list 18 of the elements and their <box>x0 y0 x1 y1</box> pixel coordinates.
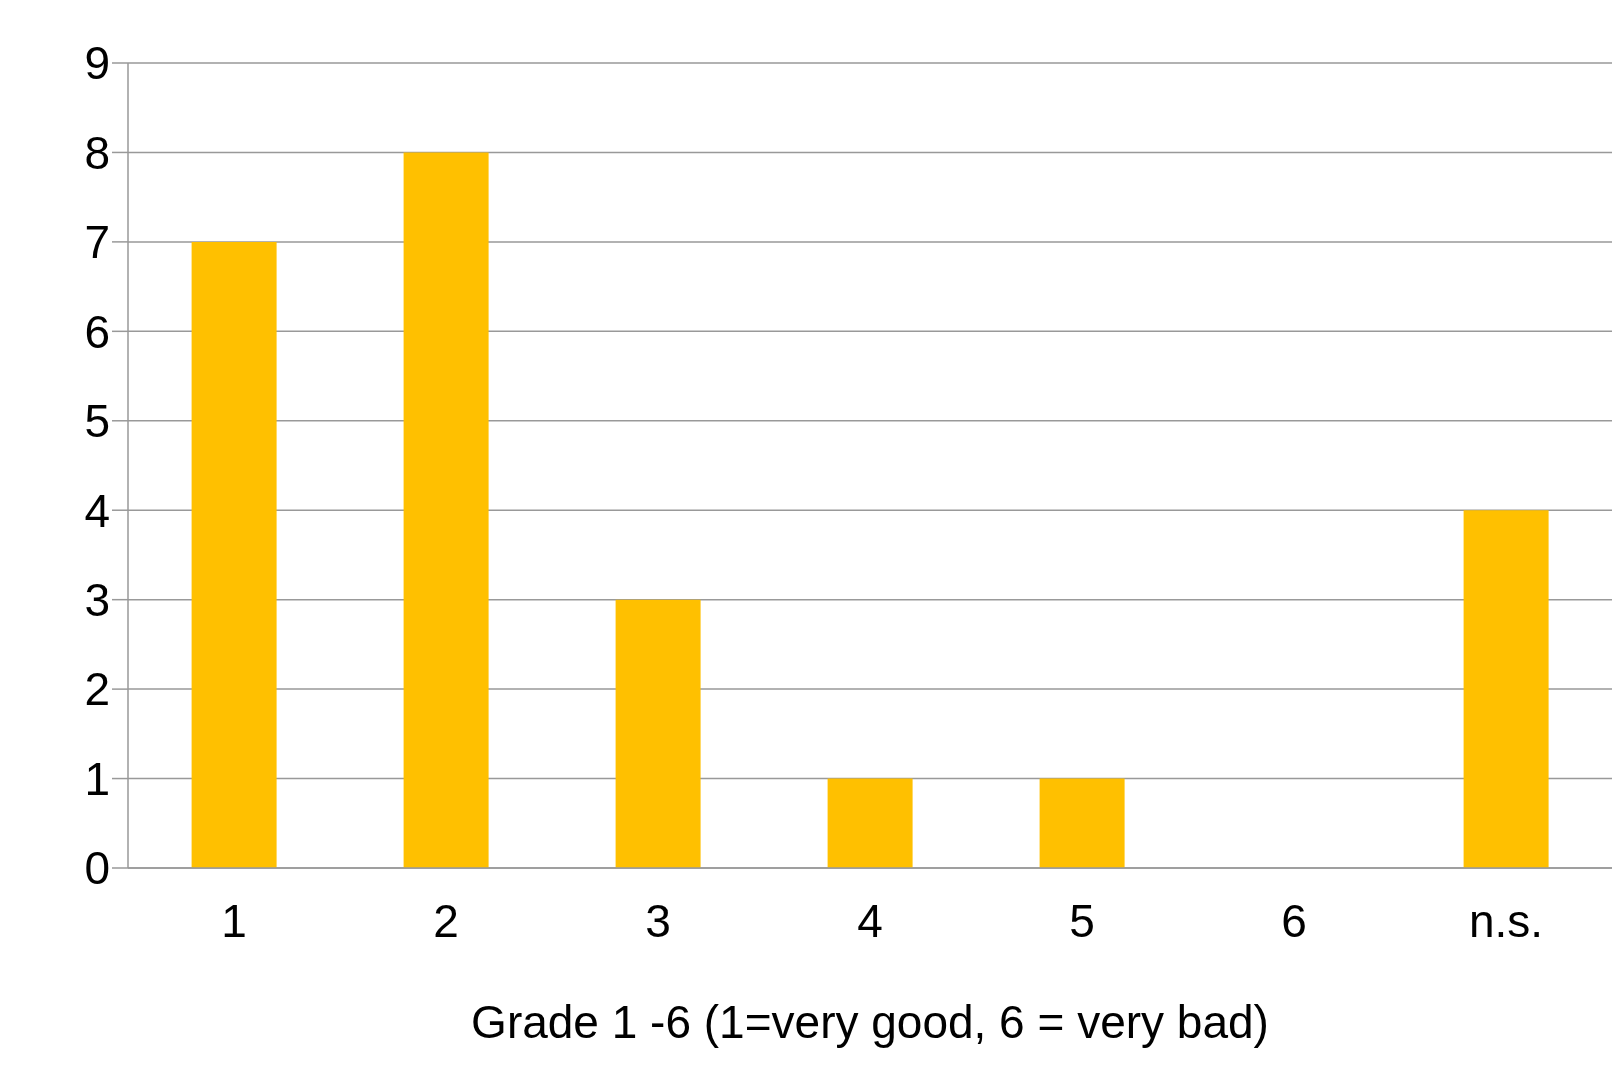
y-tick-label: 6 <box>84 305 110 358</box>
y-tick-label: 9 <box>84 37 110 90</box>
x-tick-label: 6 <box>1281 894 1307 947</box>
y-tick-label: 8 <box>84 126 110 179</box>
y-tick-label: 3 <box>84 574 110 626</box>
y-tick-label: 5 <box>84 395 110 448</box>
x-tick-label: 1 <box>221 894 247 947</box>
y-tick-label: 1 <box>84 752 110 805</box>
x-axis-title: Grade 1 -6 (1=very good, 6 = very bad) <box>471 996 1269 1048</box>
x-tick-label: 4 <box>857 894 883 947</box>
y-tick-label: 2 <box>84 663 110 716</box>
x-tick-label: 5 <box>1069 894 1095 947</box>
x-tick-label: 3 <box>645 894 671 947</box>
y-tick-label: 7 <box>84 216 110 269</box>
y-tick-label: 4 <box>84 484 110 537</box>
x-tick-label: 2 <box>433 894 459 947</box>
x-tick-label: n.s. <box>1468 894 1544 947</box>
y-tick-label: 0 <box>84 842 110 895</box>
